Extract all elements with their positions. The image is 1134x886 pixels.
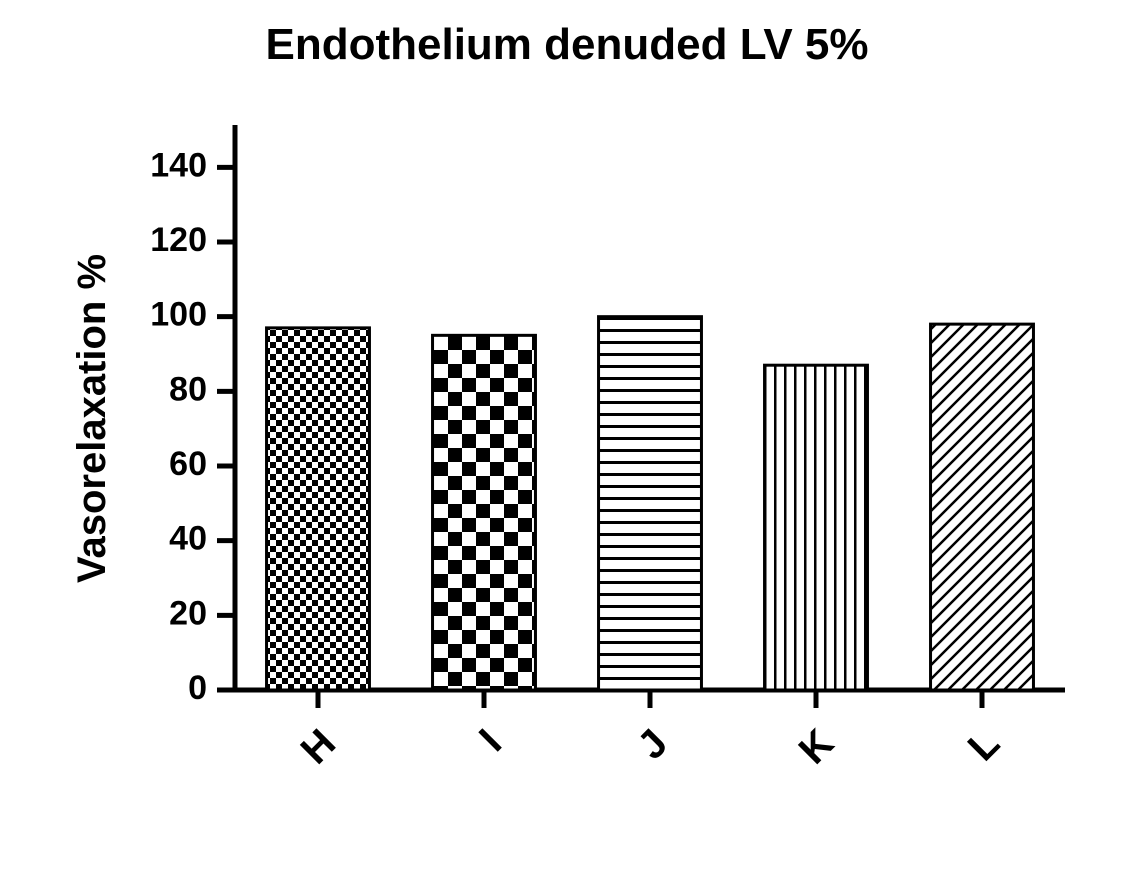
bar-I xyxy=(433,335,536,690)
bar-K xyxy=(765,365,868,690)
bar-J xyxy=(599,317,702,690)
svg-text:80: 80 xyxy=(169,370,207,408)
x-label-H: H xyxy=(293,721,345,773)
bar-L xyxy=(931,324,1034,690)
x-label-K: K xyxy=(791,721,843,773)
svg-text:0: 0 xyxy=(188,669,207,707)
svg-text:140: 140 xyxy=(150,146,207,184)
svg-text:100: 100 xyxy=(150,296,207,334)
x-label-L: L xyxy=(960,721,1008,769)
svg-text:40: 40 xyxy=(169,520,207,558)
svg-text:120: 120 xyxy=(150,221,207,259)
bar-H xyxy=(267,328,370,690)
svg-text:20: 20 xyxy=(169,594,207,632)
chart-container: Endothelium denuded LV 5% Vasorelaxation… xyxy=(0,0,1134,886)
chart-svg: 0 20 40 60 80 100 120 140 H I J K L xyxy=(0,0,1134,886)
x-label-I: I xyxy=(471,721,510,760)
x-label-J: J xyxy=(629,721,676,768)
svg-text:60: 60 xyxy=(169,445,207,483)
